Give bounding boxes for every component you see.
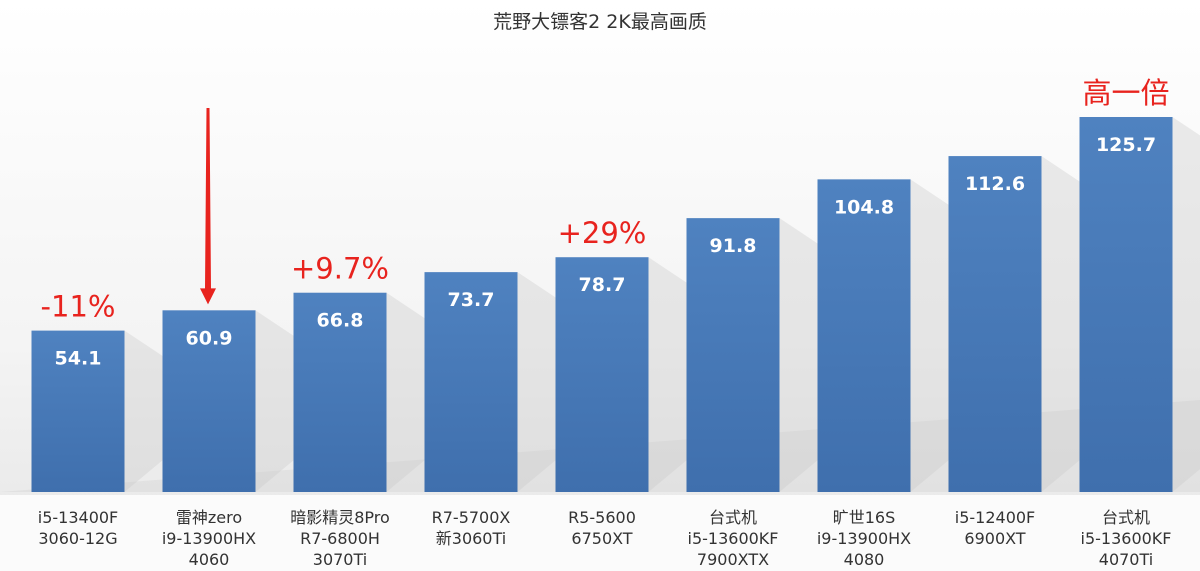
data-label: 78.7 xyxy=(579,274,626,296)
label-area xyxy=(0,495,1200,571)
category-label: 7900XTX xyxy=(697,550,769,569)
category-label: 新3060Ti xyxy=(436,529,506,548)
red-arrow xyxy=(200,108,216,305)
data-label: 66.8 xyxy=(317,310,364,332)
category-label: 6900XT xyxy=(964,529,1025,548)
category-label: i5-13400F xyxy=(38,508,119,527)
category-label: 台式机 xyxy=(709,508,757,527)
category-label: i9-13900HX xyxy=(817,529,911,548)
data-label: 104.8 xyxy=(834,196,894,218)
category-label: 3070Ti xyxy=(313,550,367,569)
percent-annotation: 高一倍 xyxy=(1082,76,1169,110)
category-label: 雷神zero xyxy=(176,508,242,527)
bar-shadow xyxy=(1172,117,1200,492)
category-label: i5-13600KF xyxy=(688,529,779,548)
category-label: 旷世16S xyxy=(833,508,896,527)
percent-annotation: +29% xyxy=(558,216,647,250)
data-label: 112.6 xyxy=(965,173,1025,195)
category-label: 6750XT xyxy=(571,529,632,548)
category-label: i5-12400F xyxy=(955,508,1036,527)
bar xyxy=(162,310,256,492)
category-label: R7-6800H xyxy=(300,529,380,548)
category-label: R5-5600 xyxy=(568,508,636,527)
bar xyxy=(555,257,649,492)
percent-annotation: +9.7% xyxy=(291,252,389,286)
data-label: 91.8 xyxy=(710,235,757,257)
data-label: 125.7 xyxy=(1096,134,1156,156)
chart-title: 荒野大镖客2 2K最高画质 xyxy=(493,11,707,33)
category-label: 4060 xyxy=(189,550,230,569)
category-label: 暗影精灵8Pro xyxy=(290,508,390,527)
bar xyxy=(424,272,518,492)
category-label: R7-5700X xyxy=(432,508,511,527)
data-label: 54.1 xyxy=(55,348,102,370)
category-label: 3060-12G xyxy=(38,529,117,548)
data-label: 73.7 xyxy=(448,289,495,311)
category-label: 4070Ti xyxy=(1099,550,1153,569)
bar xyxy=(1079,117,1173,492)
bar xyxy=(948,156,1042,492)
category-label: i5-13600KF xyxy=(1081,529,1172,548)
bar xyxy=(293,292,387,492)
bar xyxy=(817,179,911,492)
data-label: 60.9 xyxy=(186,327,233,349)
category-label: i9-13900HX xyxy=(162,529,256,548)
bar xyxy=(31,330,125,492)
percent-annotation: -11% xyxy=(41,290,116,324)
category-label: 台式机 xyxy=(1102,508,1150,527)
bar xyxy=(686,218,780,492)
category-label: 4080 xyxy=(844,550,885,569)
